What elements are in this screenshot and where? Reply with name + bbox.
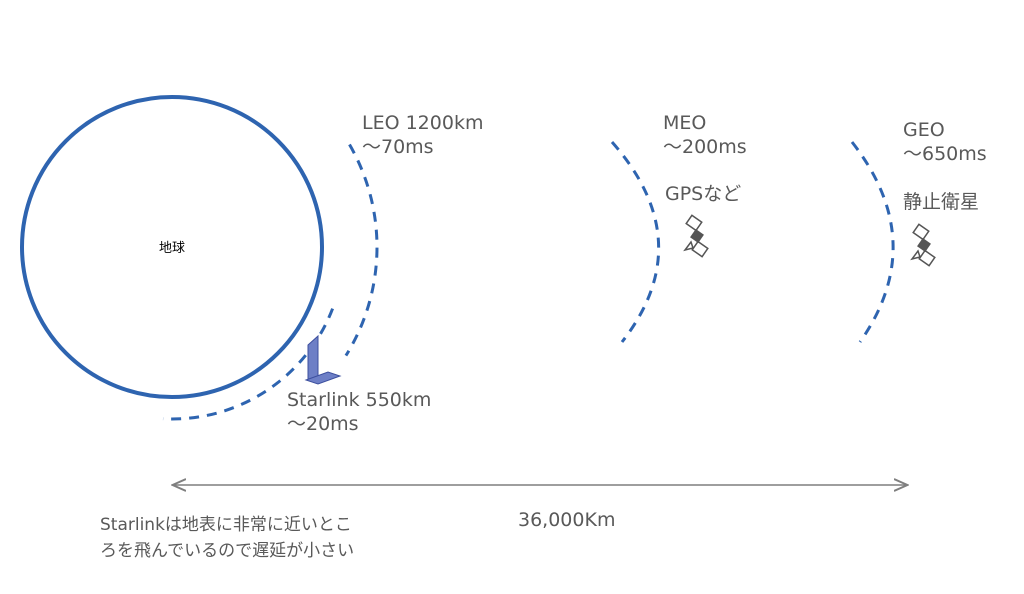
starlink-satellite (304, 334, 342, 385)
caption-line: Starlinkは地表に非常に近いとこ (100, 515, 352, 535)
orbit-latency: ～20ms (287, 413, 359, 435)
orbit-name: MEO (663, 112, 706, 134)
meo-orbit (610, 141, 660, 343)
orbit-name: GEO (903, 119, 945, 141)
distance-label: 36,000Km (518, 509, 615, 531)
orbit-name: Starlink 550km (287, 389, 431, 411)
gps-satellite (684, 214, 709, 258)
orbit-latency: ～200ms (663, 136, 747, 158)
orbit-note: GPSなど (665, 183, 741, 205)
earth-label: 地球 (159, 241, 185, 256)
orbit-latency: ～650ms (903, 143, 987, 165)
leo-orbit (344, 143, 379, 357)
orbit-latency: ～70ms (362, 136, 434, 158)
starlink-orbit (162, 308, 335, 421)
geo-orbit (850, 141, 895, 343)
orbit-name: LEO 1200km (362, 112, 483, 134)
geo-satellite (911, 223, 936, 267)
orbit-note: 静止衛星 (903, 191, 979, 213)
earth (20, 95, 324, 399)
caption-line: ろを飛んでいるので遅延が小さい (100, 541, 354, 561)
